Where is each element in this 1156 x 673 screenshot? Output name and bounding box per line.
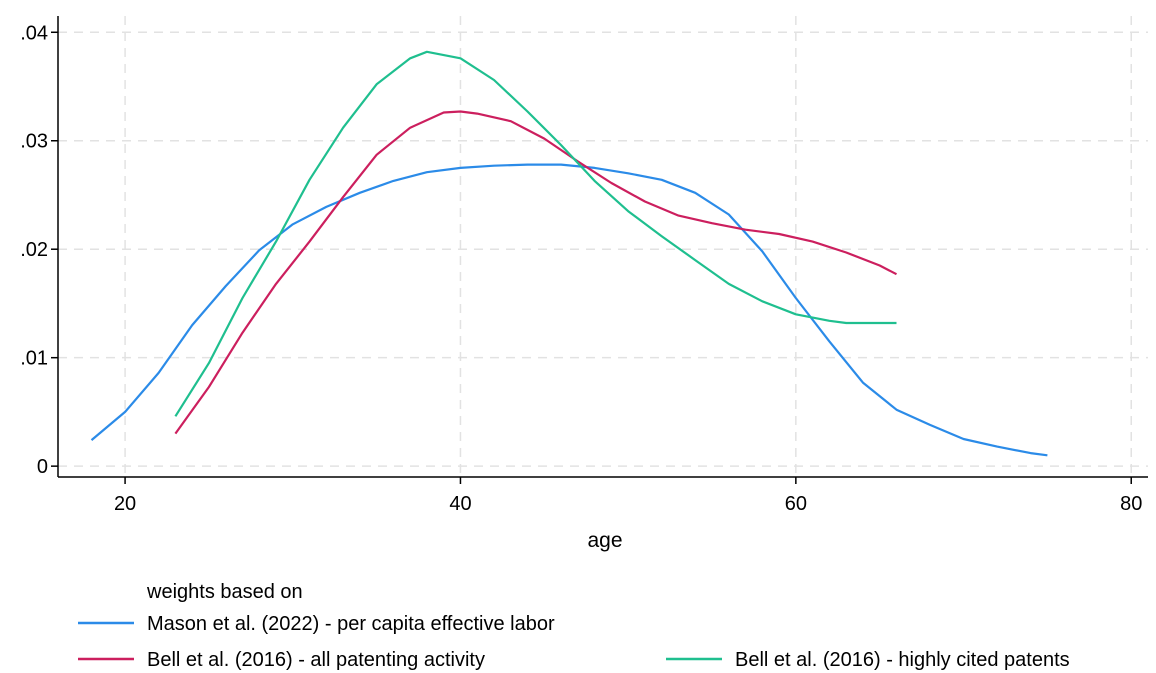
x-tick-label: 60 bbox=[785, 493, 807, 515]
y-tick-label: .03 bbox=[20, 131, 48, 153]
y-tick-label: .04 bbox=[20, 22, 48, 44]
series-line-1 bbox=[90, 163, 1048, 457]
axes: 0 .01 .02 .03 .04 20 40 60 80 age bbox=[20, 16, 1148, 552]
x-axis-title: age bbox=[587, 529, 622, 552]
series-lines bbox=[90, 50, 1048, 457]
legend-label-3: Bell et al. (2016) - highly cited patent… bbox=[735, 649, 1070, 671]
legend-label-2: Bell et al. (2016) - all patenting activ… bbox=[147, 649, 485, 671]
legend: weights based on Mason et al. (2022) - p… bbox=[78, 581, 1070, 671]
series-line-2 bbox=[174, 110, 898, 435]
grid bbox=[58, 16, 1148, 477]
series-line-3 bbox=[174, 50, 897, 417]
x-tick-label: 20 bbox=[114, 493, 136, 515]
legend-label-1: Mason et al. (2022) - per capita effecti… bbox=[147, 613, 555, 635]
x-tick-label: 80 bbox=[1120, 493, 1142, 515]
y-tick-label: .01 bbox=[20, 348, 48, 370]
legend-title: weights based on bbox=[146, 581, 303, 603]
y-tick-label: .02 bbox=[20, 239, 48, 261]
y-tick-label: 0 bbox=[37, 456, 48, 478]
x-tick-label: 40 bbox=[449, 493, 471, 515]
